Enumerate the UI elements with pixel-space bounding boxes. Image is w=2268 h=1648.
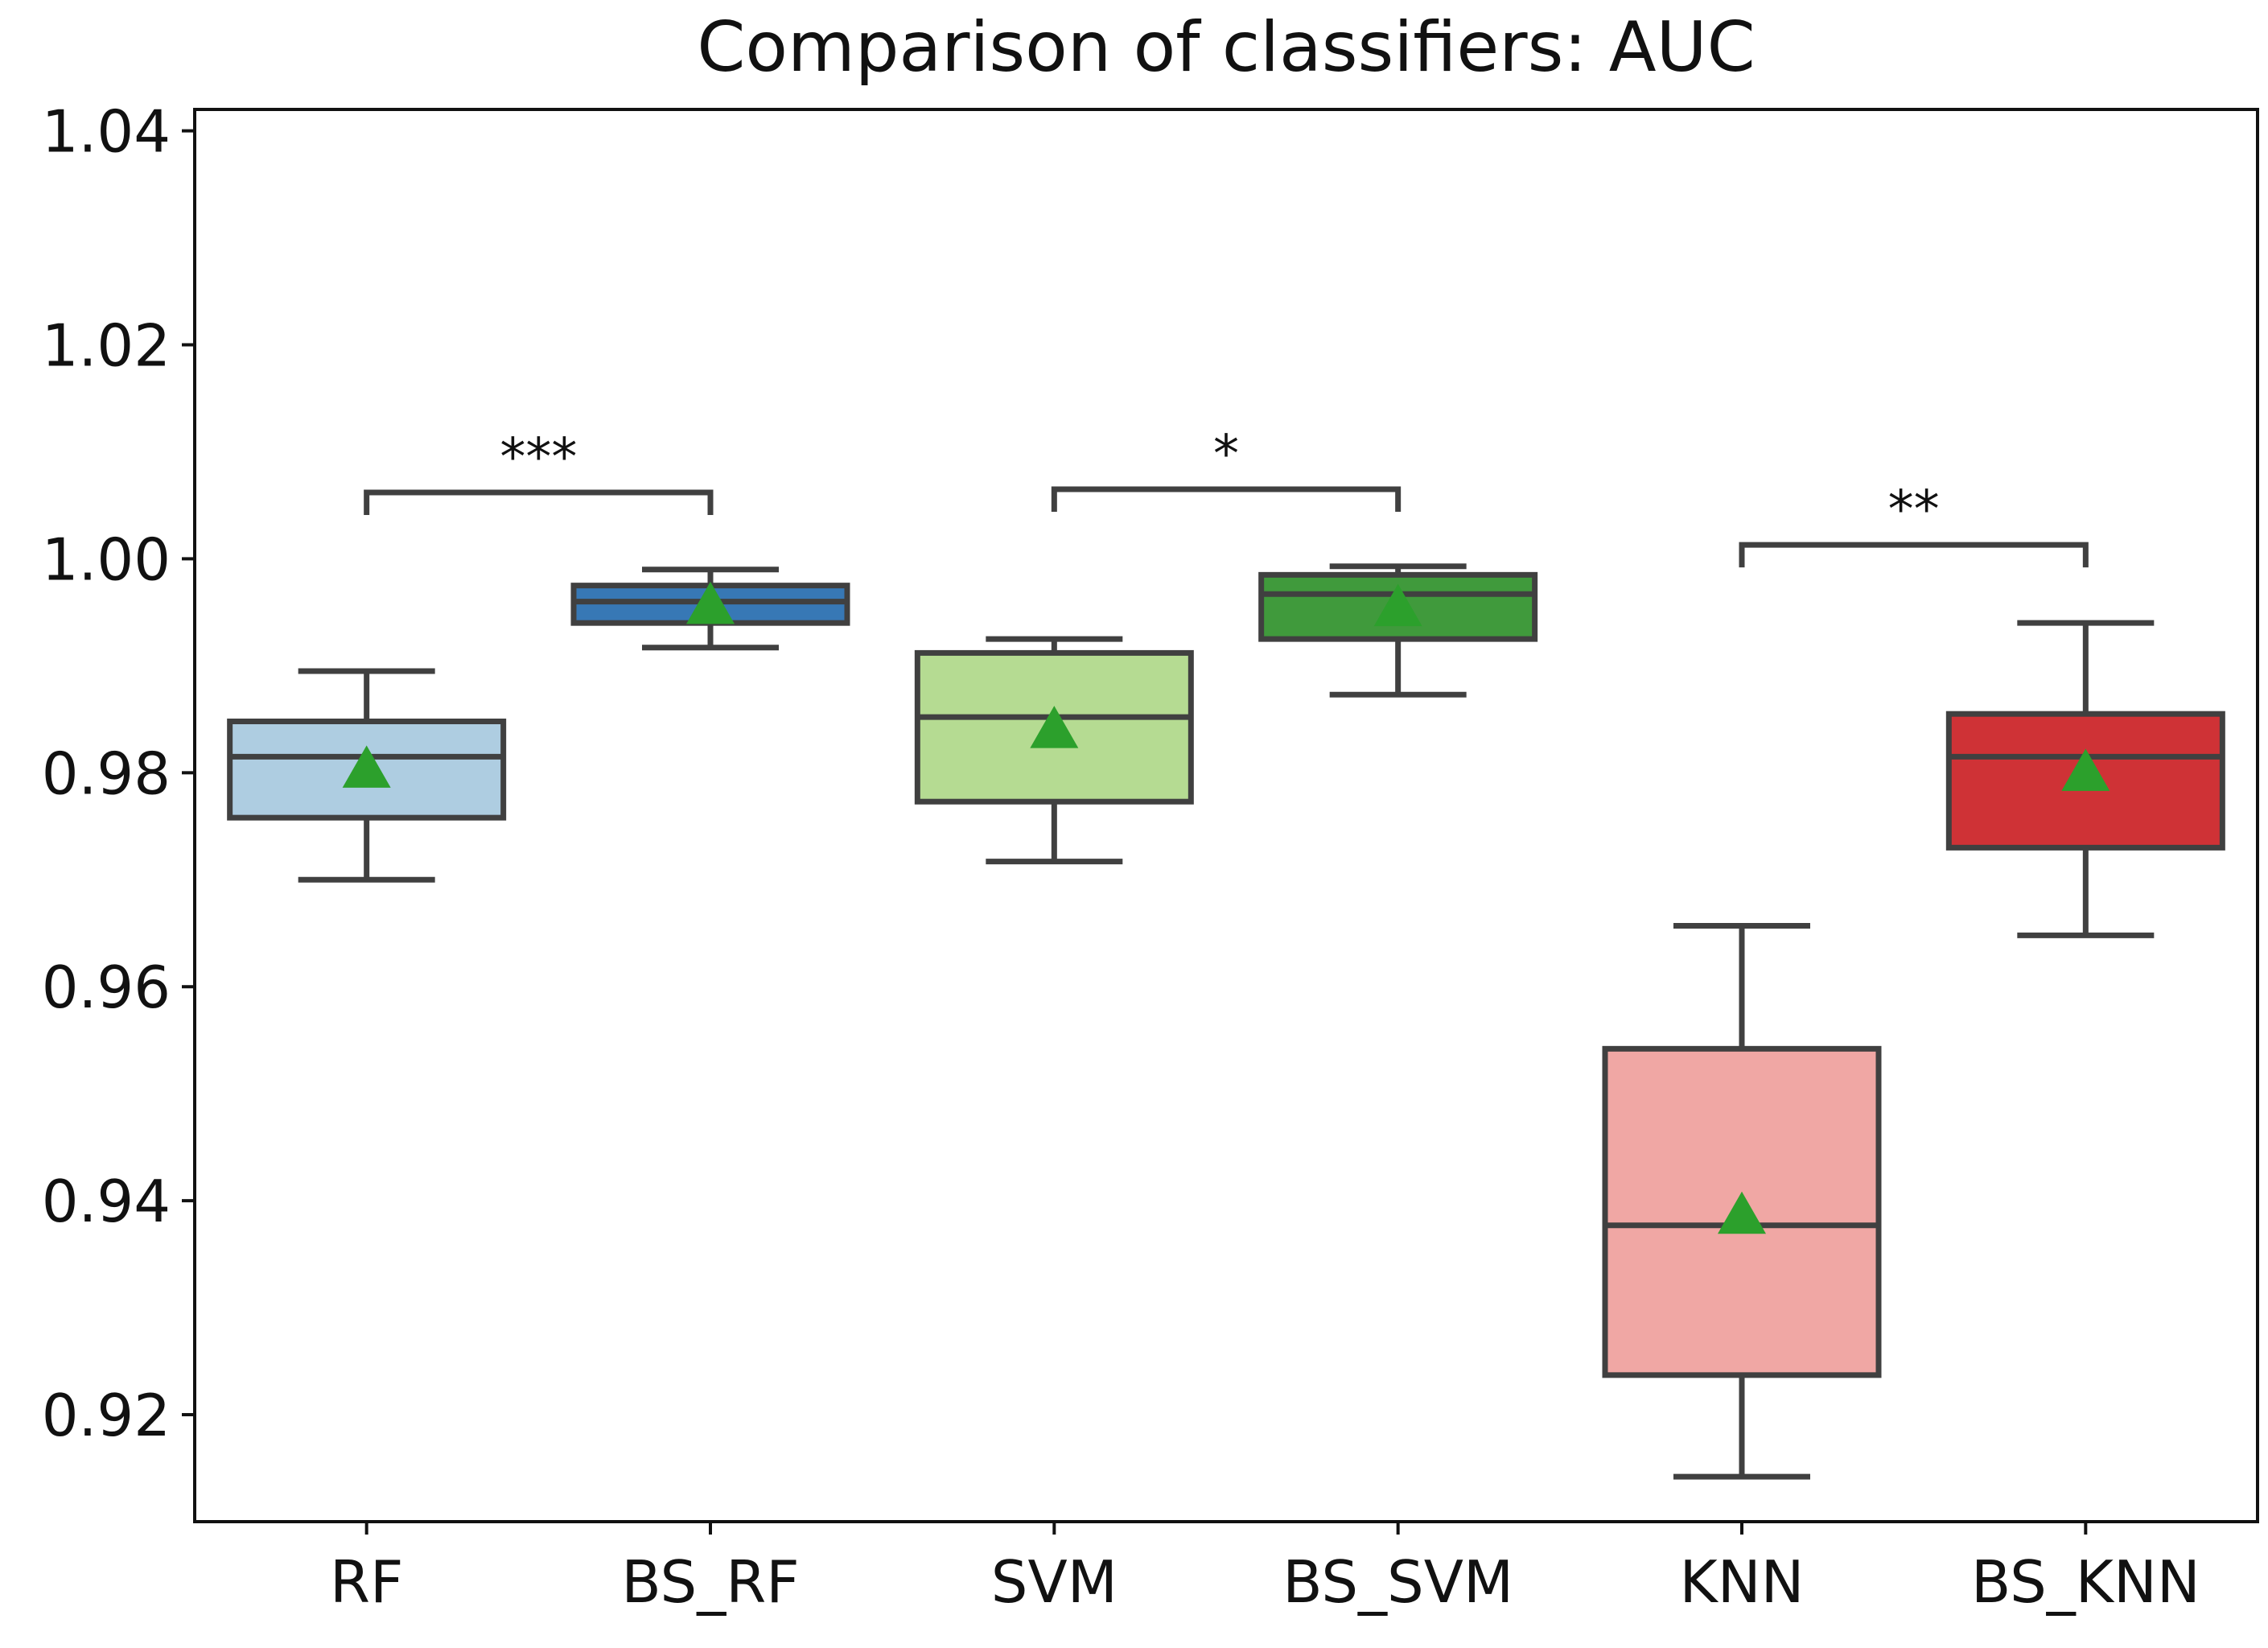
- x-tick-label: BS_SVM: [1282, 1548, 1513, 1616]
- mean-marker: [1030, 706, 1079, 748]
- x-tick-label: SVM: [991, 1548, 1118, 1616]
- bracket-line: [364, 489, 714, 515]
- box-knn: [1602, 922, 1882, 1480]
- y-tick-label: 1.04: [42, 98, 171, 166]
- box-svm: [914, 636, 1194, 865]
- x-tick-label: BS_KNN: [1971, 1548, 2200, 1616]
- boxes: [227, 563, 2225, 1480]
- plot-frame: [193, 108, 2259, 1523]
- x-tick-label: BS_RF: [621, 1548, 799, 1616]
- significance-label: **: [1888, 480, 1940, 540]
- bracket-line: [1051, 486, 1402, 512]
- bracket-line: [1739, 542, 2089, 568]
- mean-marker: [2061, 748, 2110, 791]
- y-tick-label: 1.00: [42, 525, 171, 593]
- y-tick-label: 0.98: [42, 740, 171, 807]
- x-tick-label: RF: [330, 1548, 403, 1616]
- significance-brackets: *** ***: [364, 425, 2089, 568]
- mean-marker: [686, 581, 735, 624]
- y-tick-label: 1.02: [42, 312, 171, 380]
- axes: 0.92 0.94 0.96 0.98 1.00 1.02 1.04 RF BS_RF SVM BS…: [42, 98, 2200, 1616]
- mean-marker: [1373, 583, 1422, 627]
- significance-label: ***: [500, 428, 577, 488]
- box-bs-svm: [1258, 563, 1538, 698]
- x-tick-label: KNN: [1680, 1548, 1805, 1616]
- y-tick-label: 0.94: [42, 1168, 171, 1235]
- significance-label: *: [1213, 425, 1239, 484]
- mean-marker: [342, 745, 391, 788]
- box-bs-rf: [570, 566, 850, 651]
- significance-bracket: **: [1739, 480, 2089, 568]
- box-bs-knn: [1945, 620, 2225, 938]
- box-rf: [227, 668, 507, 883]
- significance-bracket: *: [1051, 425, 1402, 512]
- chart-title: Comparison of classifiers: AUC: [697, 7, 1755, 88]
- y-tick-label: 0.92: [42, 1382, 171, 1449]
- y-tick-label: 0.96: [42, 954, 171, 1021]
- mean-marker: [1718, 1191, 1766, 1234]
- significance-bracket: ***: [364, 428, 714, 515]
